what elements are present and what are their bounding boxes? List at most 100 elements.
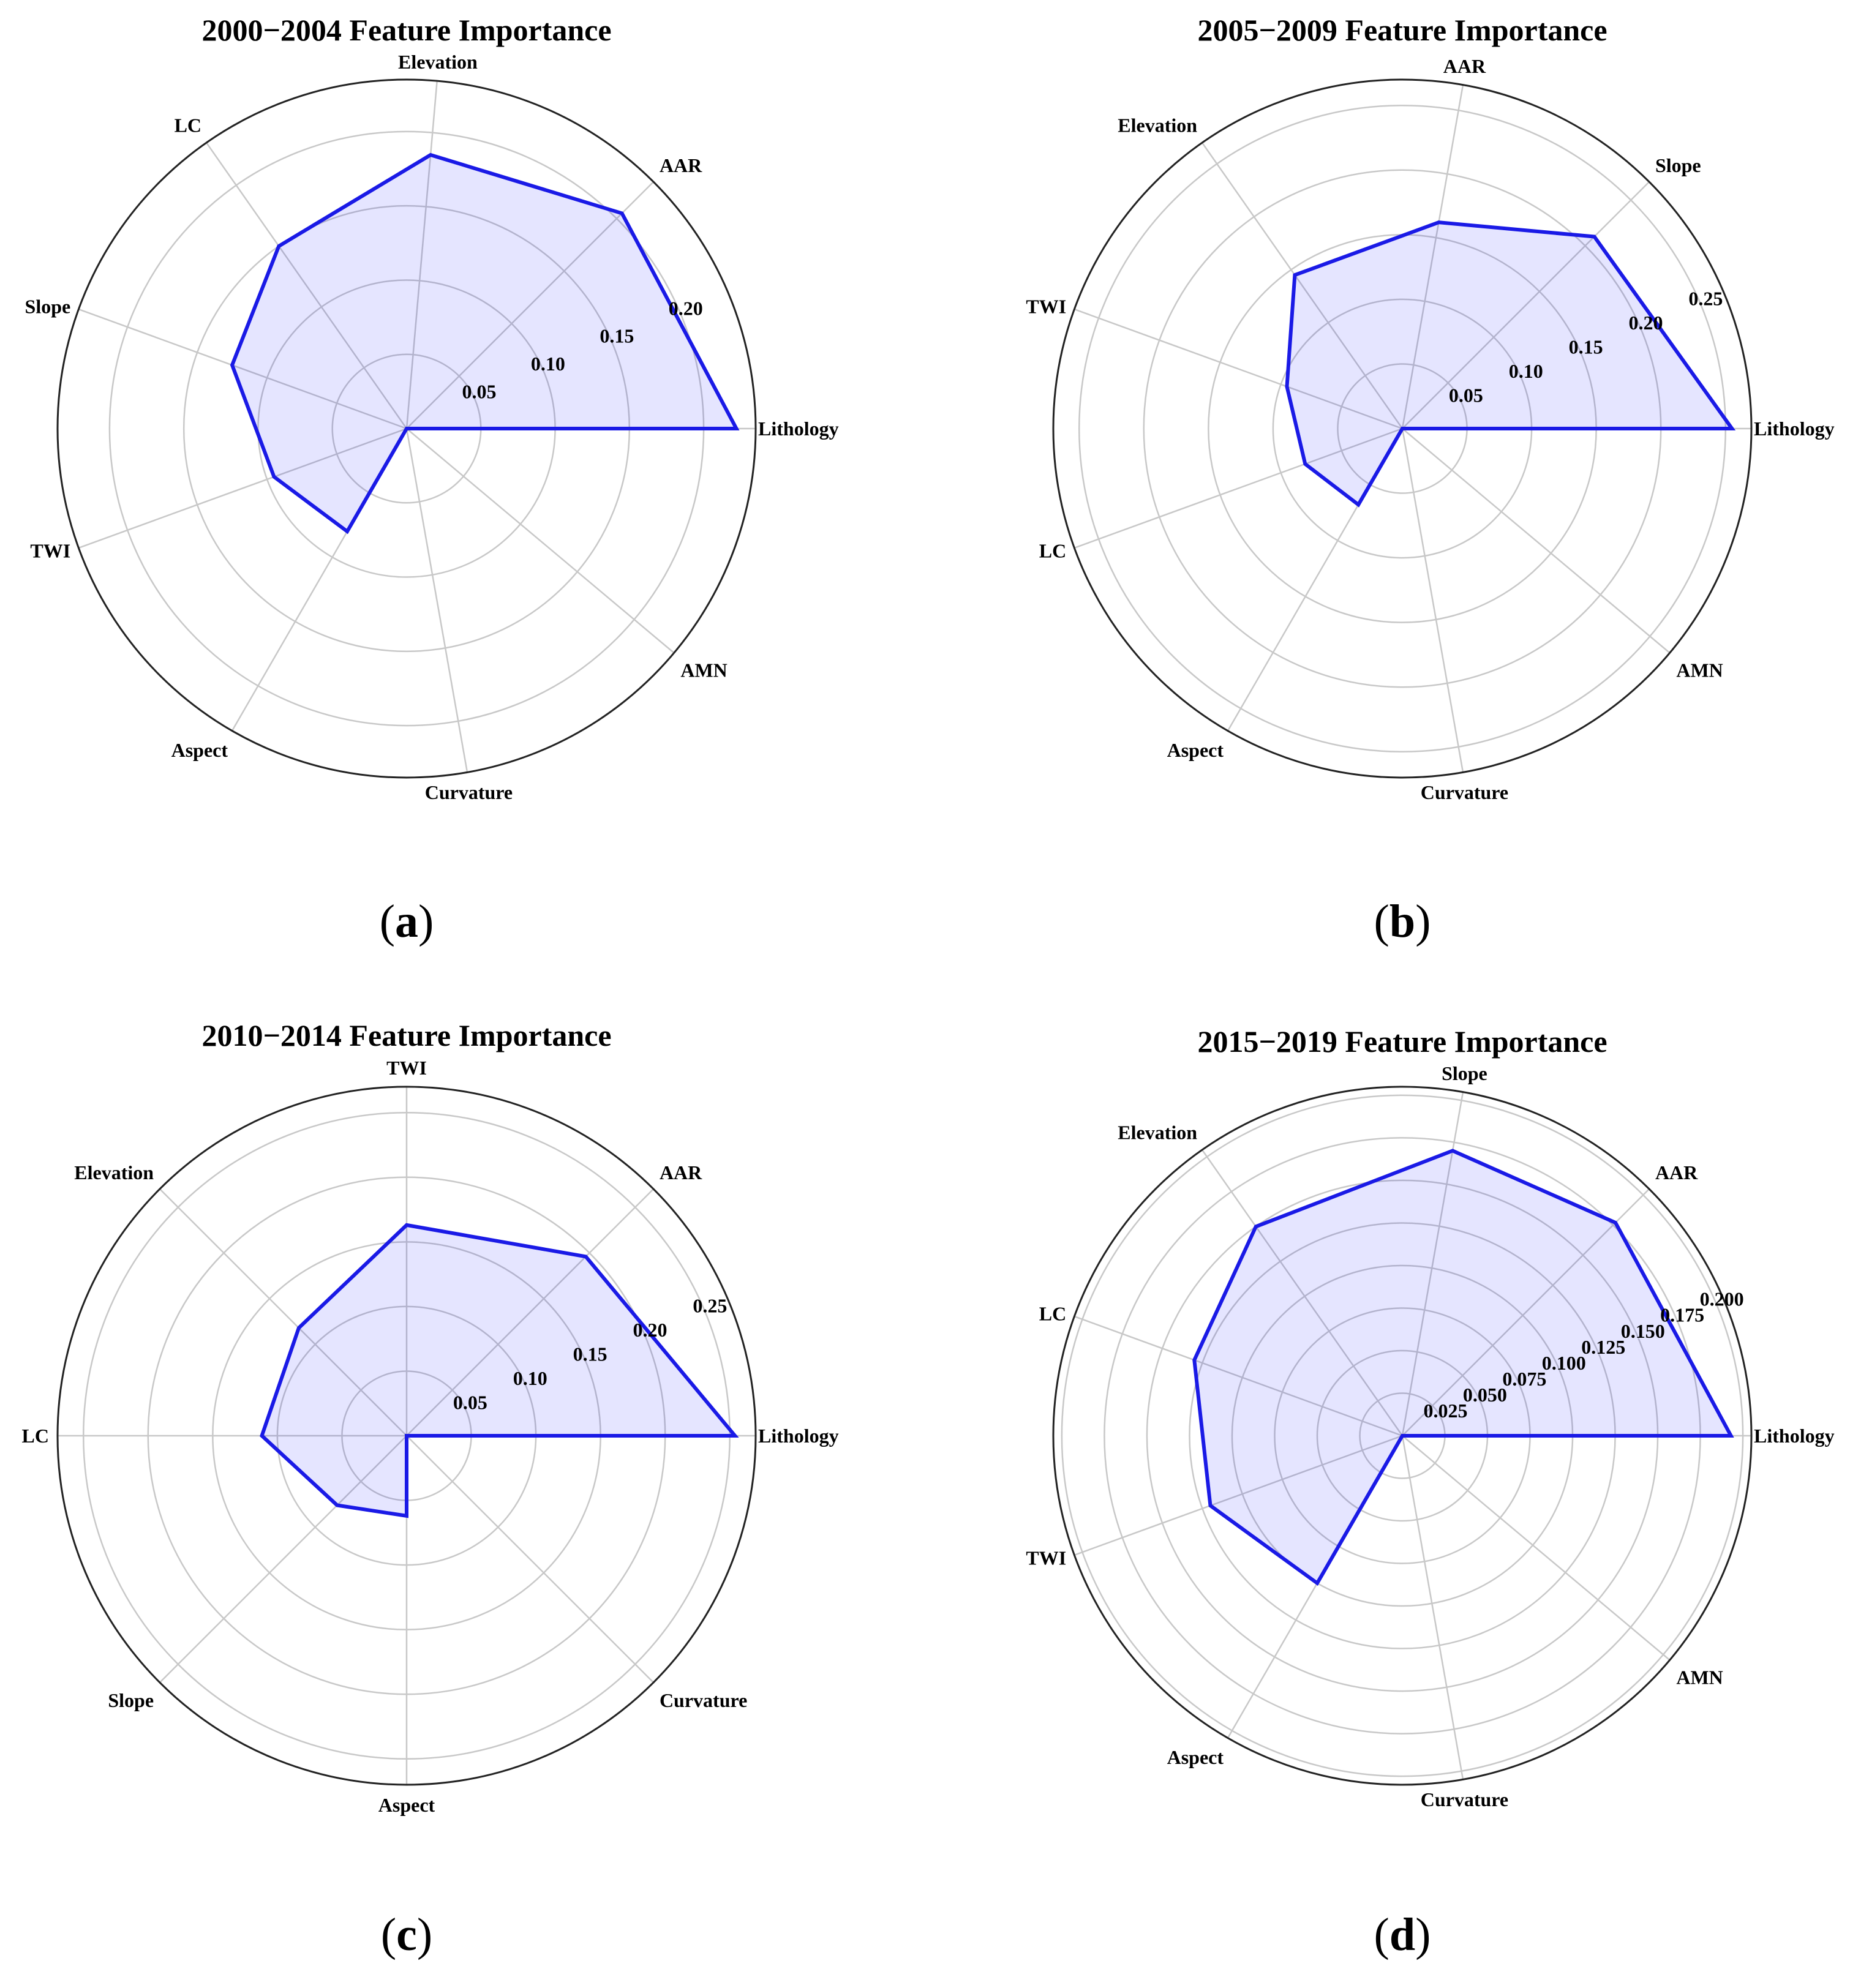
axis-label-elevation: Elevation xyxy=(398,51,478,73)
axis-label-aar: AAR xyxy=(660,154,702,176)
grid-spoke xyxy=(78,308,407,430)
axis-label-twi: TWI xyxy=(1026,1547,1066,1569)
series-area xyxy=(261,1225,735,1516)
panel-label: (c) xyxy=(381,1909,432,1960)
grid-spoke xyxy=(159,1435,407,1683)
axis-label-elevation: Elevation xyxy=(1118,1122,1197,1144)
grid-spoke xyxy=(1074,1315,1403,1437)
axis-label-lc: LC xyxy=(1039,1302,1066,1324)
axis-label-slope: Slope xyxy=(1655,154,1701,176)
grid-spoke xyxy=(405,428,468,773)
axis-label-twi: TWI xyxy=(1026,295,1066,317)
axis-label-lithology: Lithology xyxy=(1754,1425,1835,1447)
grid-spoke xyxy=(1402,428,1671,654)
grid-spoke xyxy=(405,81,438,429)
tick-label: 0.05 xyxy=(453,1391,487,1413)
series-area xyxy=(232,155,737,531)
tick-label: 0.125 xyxy=(1581,1336,1625,1358)
tick-label: 0.200 xyxy=(1700,1288,1744,1310)
tick-label: 0.20 xyxy=(669,297,703,319)
axis-label-lc: LC xyxy=(175,114,201,137)
axis-label-twi: TWI xyxy=(386,1057,427,1079)
axis-label-lithology: Lithology xyxy=(758,1425,839,1447)
grid-spoke xyxy=(1074,1435,1403,1556)
axis-label-lithology: Lithology xyxy=(758,418,839,440)
polar-frame xyxy=(56,78,757,779)
axis-label-elevation: Elevation xyxy=(74,1161,154,1183)
grid-spoke xyxy=(206,142,408,429)
axis-label-curvature: Curvature xyxy=(425,781,513,803)
series-line xyxy=(1192,1149,1734,1586)
grid-spoke xyxy=(1402,181,1650,429)
grid-spoke xyxy=(406,181,654,429)
axis-label-twi: TWI xyxy=(30,540,70,562)
radar-panel-d: 2015−2019 Feature Importance0.0250.0500.… xyxy=(1026,1024,1834,1960)
grid-spoke xyxy=(1401,1435,1464,1780)
tick-label: 0.15 xyxy=(600,325,634,347)
axis-label-lc: LC xyxy=(1039,540,1066,562)
axis-label-aar: AAR xyxy=(660,1161,702,1183)
polar-frame xyxy=(1052,1086,1753,1786)
tick-label: 0.075 xyxy=(1502,1368,1546,1390)
grid-spoke xyxy=(159,1188,407,1436)
panel-label: (d) xyxy=(1374,1909,1431,1960)
axis-label-aar: AAR xyxy=(1655,1161,1698,1183)
polar-frame xyxy=(56,1086,757,1786)
grid-spoke xyxy=(406,1435,654,1683)
tick-label: 0.15 xyxy=(573,1343,607,1365)
grid-spoke xyxy=(1074,308,1403,430)
axis-label-curvature: Curvature xyxy=(1421,781,1508,803)
axis-label-aspect: Aspect xyxy=(1167,1746,1224,1768)
radar-panel-a: 2000−2004 Feature Importance 0.05 0.10 0.15… xyxy=(25,13,839,947)
grid-spoke xyxy=(1401,84,1464,429)
grid-spoke xyxy=(1401,428,1464,773)
radar-panel-b: 2005−2009 Feature Importance 0.05 0.10 0.15… xyxy=(1026,13,1834,947)
series-line xyxy=(260,1223,739,1518)
grid-spoke xyxy=(1201,142,1404,429)
tick-label: 0.025 xyxy=(1423,1400,1467,1422)
axis-label-lithology: Lithology xyxy=(1754,418,1835,440)
chart-title: 2000−2004 Feature Importance xyxy=(201,13,611,47)
tick-label: 0.050 xyxy=(1463,1384,1507,1406)
axis-label-slope: Slope xyxy=(25,295,71,317)
grid-spoke xyxy=(1074,427,1403,549)
tick-label: 0.20 xyxy=(1628,312,1663,334)
axis-label-curvature: Curvature xyxy=(1421,1788,1508,1810)
axis-label-elevation: Elevation xyxy=(1118,114,1197,137)
axis-label-amn: AMN xyxy=(680,659,727,681)
tick-label: 0.05 xyxy=(1449,384,1483,406)
series-line xyxy=(1285,220,1736,508)
tick-label: 0.150 xyxy=(1621,1320,1665,1342)
chart-title: 2005−2009 Feature Importance xyxy=(1197,13,1607,47)
grid-spoke xyxy=(1402,1435,1671,1661)
polar-frame xyxy=(1052,78,1753,779)
axis-label-amn: AMN xyxy=(1676,1666,1723,1688)
grid-spoke xyxy=(1402,1188,1650,1436)
series-line xyxy=(230,152,740,535)
axis-label-aspect: Aspect xyxy=(171,739,228,761)
chart-title: 2015−2019 Feature Importance xyxy=(1197,1024,1607,1059)
tick-label: 0.10 xyxy=(513,1367,547,1389)
tick-label: 0.10 xyxy=(531,353,565,375)
axis-label-amn: AMN xyxy=(1676,659,1723,681)
axis-label-aspect: Aspect xyxy=(1167,739,1224,761)
axis-label-curvature: Curvature xyxy=(660,1689,747,1711)
axis-label-lc: LC xyxy=(22,1425,49,1447)
tick-label: 0.15 xyxy=(1569,336,1603,358)
grid-spoke xyxy=(1201,1149,1404,1436)
tick-label: 0.20 xyxy=(633,1319,667,1341)
axis-label-slope: Slope xyxy=(1442,1062,1487,1084)
panel-label: (a) xyxy=(380,896,434,947)
tick-label: 0.100 xyxy=(1542,1352,1586,1374)
axis-label-aspect: Aspect xyxy=(378,1794,435,1816)
series-area xyxy=(1194,1150,1731,1583)
radar-panel-c: 2010−2014 Feature Importance 0.05 0.10 0.15… xyxy=(22,1018,839,1960)
tick-label: 0.25 xyxy=(1688,287,1723,309)
tick-label: 0.175 xyxy=(1660,1304,1704,1326)
panel-label: (b) xyxy=(1374,896,1431,947)
tick-label: 0.25 xyxy=(693,1294,727,1316)
axis-label-slope: Slope xyxy=(108,1689,154,1711)
grid-spoke xyxy=(406,1188,654,1436)
grid-spoke xyxy=(78,427,407,549)
